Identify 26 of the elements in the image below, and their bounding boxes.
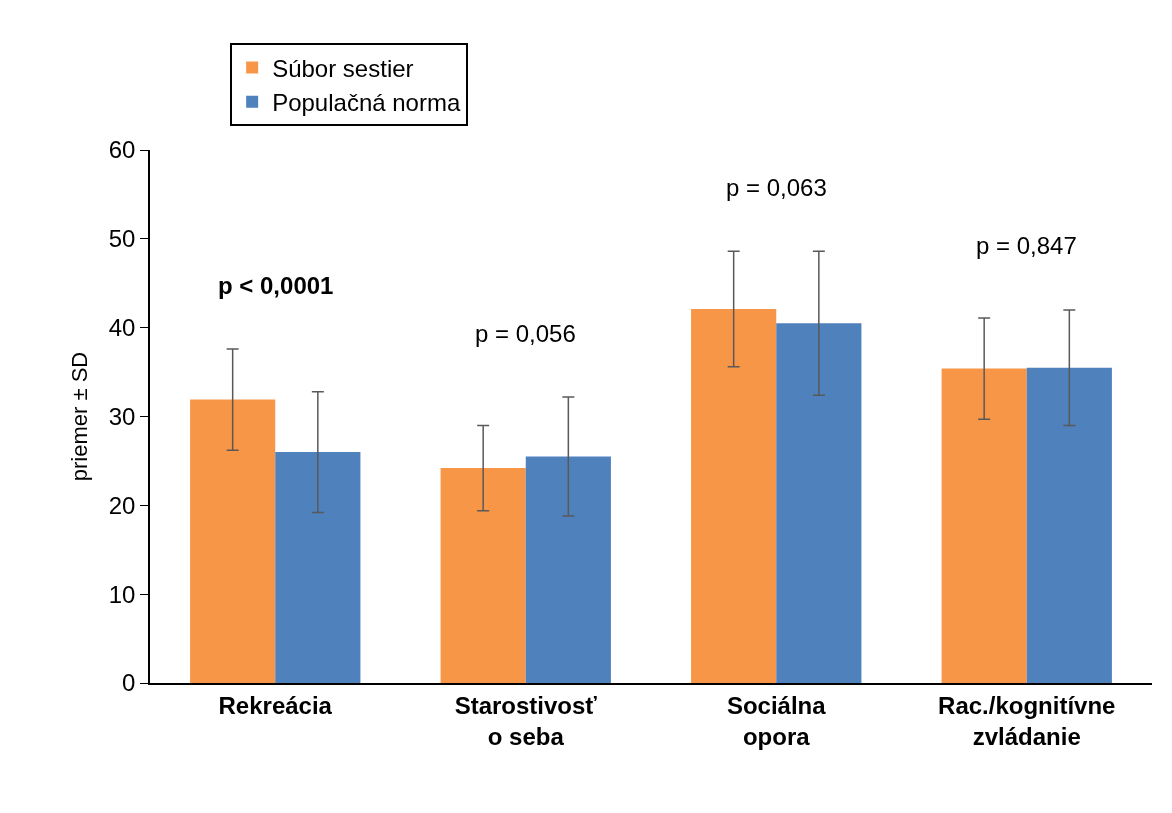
x-tick-label: Rekreácia bbox=[218, 691, 333, 719]
y-axis-title: priemer ± SD bbox=[67, 351, 93, 482]
y-tick-label: 40 bbox=[108, 314, 136, 342]
annotation: p = 0,063 bbox=[726, 174, 827, 201]
annotation: p < 0,0001 bbox=[218, 272, 334, 299]
y-tick-label: 60 bbox=[108, 136, 136, 164]
bar bbox=[1026, 367, 1112, 683]
annotation: p = 0,056 bbox=[475, 320, 576, 347]
bar bbox=[440, 468, 526, 683]
bar bbox=[190, 399, 276, 683]
annotation: p = 0,847 bbox=[976, 232, 1077, 259]
y-tick-label: 0 bbox=[122, 669, 136, 697]
bar bbox=[691, 309, 777, 683]
y-tick-label: 50 bbox=[108, 225, 136, 253]
x-tick-label: Rac./kognitívne zvládanie bbox=[938, 691, 1116, 750]
x-tick-label: Sociálna opora bbox=[726, 691, 827, 750]
x-tick-label: Starostivosť o seba bbox=[454, 691, 598, 750]
bar bbox=[776, 323, 862, 683]
bar bbox=[525, 456, 611, 683]
y-tick-label: 30 bbox=[108, 402, 136, 430]
y-tick-label: 10 bbox=[108, 580, 136, 608]
y-tick-label: 20 bbox=[108, 491, 136, 519]
legend-label: Súbor sestier bbox=[272, 54, 414, 82]
legend-label: Populačná norma bbox=[272, 89, 461, 117]
bar bbox=[275, 452, 361, 683]
bar bbox=[941, 368, 1027, 683]
